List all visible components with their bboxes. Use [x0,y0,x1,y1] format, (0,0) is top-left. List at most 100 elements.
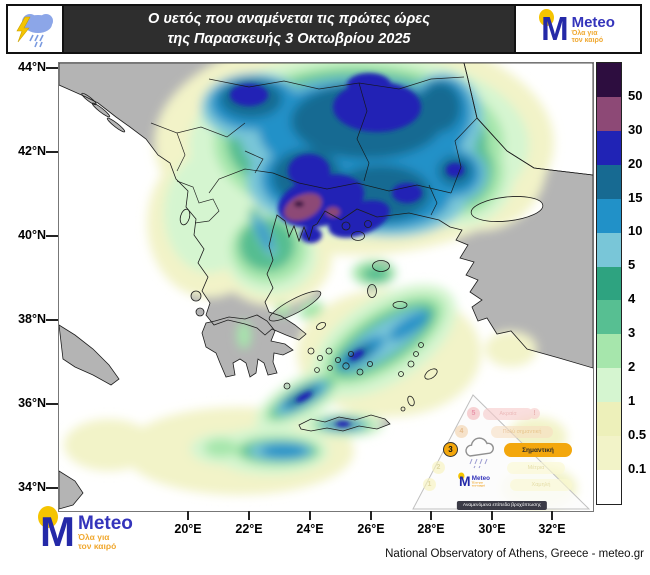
lon-tick [248,511,250,520]
logo-tagline: Όλα για [571,29,598,37]
colorbar-segment [597,470,621,504]
colorbar-segment [597,164,621,199]
lon-label: 32°E [538,522,566,536]
lat-tick [46,67,58,69]
map-title: Ο υετός που αναμένεται τις πρώτες ώρες τ… [64,6,514,52]
lon-label: 28°E [417,522,445,536]
logo-sun-icon [38,506,58,528]
lon-label: 20°E [174,522,202,536]
lat-label: 38°N [18,312,46,326]
title-line-1: Ο υετός που αναμένεται τις πρώτες ώρες [148,10,430,27]
risk-level-number: 1 [423,478,436,491]
colorbar-segment [597,96,621,131]
lon-tick [370,511,372,520]
risk-level-label: Μέτρια [507,462,565,474]
country-borders [150,76,478,224]
logo-tagline: Όλα για [78,532,110,542]
lat-tick [46,235,58,237]
lat-tick [46,319,58,321]
risk-level-number: 4 [455,425,468,438]
lat-label: 42°N [18,144,46,158]
header: Ο υετός που αναμένεται τις πρώτες ώρες τ… [6,4,642,54]
meteo-logo-mini: M Meteo Όλα για τον καιρό [458,472,491,489]
risk-level-label: Πολύ σημαντική [491,426,553,438]
meteo-logo: M Meteo Όλα για τον καιρό [539,8,615,48]
colorbar-label: 4 [628,291,636,307]
risk-level-row: 3 Σημαντική [411,442,593,457]
lat-tick [46,403,58,405]
lon-tick [551,511,553,520]
logo-sun-icon [539,8,555,26]
risk-level-label: Σημαντική [504,443,572,457]
logo-letter: M [541,10,569,48]
logo-tagline: τον καιρό [78,540,117,551]
header-logo-box: M Meteo Όλα για τον καιρό [514,6,640,52]
colorbar-label: 30 [628,121,643,137]
colorbar-segment [597,130,621,165]
lon-label: 24°E [296,522,324,536]
lon-tick [430,511,432,520]
colorbar-segment [597,63,621,97]
precipitation-map: 5 Ακραία! 4 Πολύ σημαντική 3 Σημαντική 2 Μέτρια… [58,62,594,512]
risk-level-label: Ακραία [483,408,533,420]
logo-tagline: Όλα για [471,481,483,485]
colorbar-segment [597,300,621,335]
lon-label: 26°E [357,522,385,536]
colorbar-segment [597,334,621,369]
logo-letter: M [459,473,471,489]
lat-label: 34°N [18,480,46,494]
risk-level-number: 2 [432,461,445,474]
colorbar-segment [597,368,621,403]
logo-sun-icon [458,472,465,480]
risk-level-number: 5 [467,407,480,420]
risk-level-row: 1 Χαμηλή [411,478,593,492]
colorbar-label: 3 [628,325,636,341]
colorbar-segments [596,62,622,505]
logo-name: Meteo [571,13,615,31]
lon-label: 30°E [478,522,506,536]
lat-tick [46,487,58,489]
lat-label: 44°N [18,60,46,74]
colorbar-label: 1 [628,392,636,408]
logo-letter: M [40,508,75,556]
colorbar-label: 10 [628,223,643,239]
colorbar-label: 50 [628,87,643,103]
lon-label: 22°E [235,522,263,536]
risk-level-number: 3 [443,442,458,457]
lat-tick [46,151,58,153]
pyramid-caption: Αναμενόμενα επίπεδα βροχόπτωσης [456,501,548,510]
colorbar-segment [597,402,621,437]
title-line-2: της Παρασκευής 3 Οκτωβρίου 2025 [167,31,411,47]
rainfall-risk-legend: 5 Ακραία! 4 Πολύ σημαντική 3 Σημαντική 2 Μέτρια… [411,389,593,511]
lat-label: 36°N [18,396,46,410]
logo-tagline: τον καιρό [571,36,604,44]
risk-level-row: 4 Πολύ σημαντική [411,425,593,439]
attribution-text: National Observatory of Athens, Greece -… [385,548,644,560]
rain-cloud-icon [465,437,494,469]
colorbar-label: 0.1 [628,460,647,476]
colorbar-segment [597,436,621,471]
logo-tagline: τον καιρό [471,484,486,488]
lon-tick [491,511,493,520]
colorbar-label: 2 [628,359,636,375]
colorbar-label: 20 [628,155,643,171]
colorbar-segment [597,232,621,267]
logo-name: Meteo [78,513,133,534]
lat-label: 40°N [18,228,46,242]
meteo-logo-footer: M Meteo Όλα για τον καιρό [38,506,133,556]
risk-level-row: 2 Μέτρια [411,461,593,475]
logo-name: Meteo [471,474,491,482]
colorbar-label: 0.5 [628,426,647,442]
colorbar-label: 15 [628,189,643,205]
colorbar-segment [597,266,621,301]
lon-tick [187,511,189,520]
colorbar-label: 5 [628,257,636,273]
warning-badge-icon: ! [529,408,540,419]
colorbar-segment [597,198,621,233]
storm-cloud-icon [16,14,53,48]
risk-level-row: 5 Ακραία! [411,407,593,421]
risk-level-label: Χαμηλή [510,479,572,491]
storm-icon-box [8,6,64,52]
precipitation-core-layers [230,73,464,427]
